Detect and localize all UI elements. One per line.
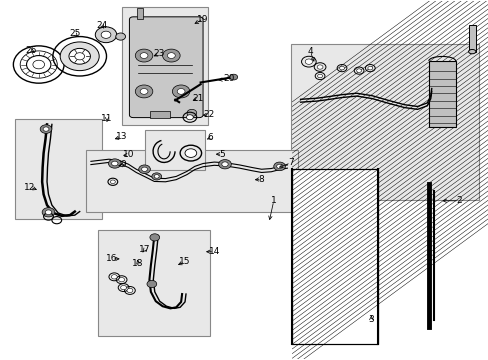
Text: 19: 19 bbox=[197, 15, 208, 24]
Bar bbox=[122, 7, 208, 126]
Circle shape bbox=[69, 48, 90, 64]
Circle shape bbox=[186, 115, 193, 120]
Bar bbox=[292, 168, 377, 344]
Text: 7: 7 bbox=[287, 158, 293, 167]
Text: 23: 23 bbox=[153, 49, 164, 58]
Text: 5: 5 bbox=[219, 150, 225, 159]
Text: 13: 13 bbox=[116, 132, 127, 141]
Text: 15: 15 bbox=[179, 257, 190, 266]
Circle shape bbox=[152, 173, 161, 180]
Text: 25: 25 bbox=[69, 29, 81, 38]
Circle shape bbox=[142, 167, 147, 171]
Text: 21: 21 bbox=[192, 94, 203, 103]
Text: 3: 3 bbox=[367, 315, 373, 324]
Circle shape bbox=[147, 280, 157, 288]
Text: 10: 10 bbox=[122, 150, 134, 159]
Circle shape bbox=[139, 165, 150, 174]
Circle shape bbox=[186, 109, 196, 117]
Circle shape bbox=[135, 85, 153, 98]
Circle shape bbox=[167, 53, 175, 58]
Text: 1: 1 bbox=[270, 196, 276, 205]
Bar bbox=[150, 111, 169, 118]
Circle shape bbox=[101, 31, 111, 39]
Circle shape bbox=[40, 125, 52, 134]
Circle shape bbox=[135, 49, 153, 62]
Text: 11: 11 bbox=[101, 114, 113, 123]
Bar bbox=[15, 119, 102, 220]
Bar bbox=[137, 8, 143, 19]
Bar bbox=[290, 44, 478, 200]
Ellipse shape bbox=[468, 49, 475, 54]
Circle shape bbox=[276, 164, 282, 168]
Bar bbox=[98, 230, 210, 336]
Circle shape bbox=[317, 65, 323, 69]
Circle shape bbox=[162, 49, 180, 62]
Text: 14: 14 bbox=[208, 247, 220, 256]
Circle shape bbox=[184, 149, 196, 157]
Circle shape bbox=[222, 162, 228, 167]
Circle shape bbox=[172, 85, 189, 98]
Text: 17: 17 bbox=[139, 246, 150, 255]
Bar bbox=[428, 61, 455, 127]
Text: 16: 16 bbox=[106, 255, 118, 264]
Bar bbox=[144, 130, 205, 170]
Text: 18: 18 bbox=[132, 259, 143, 268]
Circle shape bbox=[317, 74, 322, 78]
Circle shape bbox=[116, 33, 125, 40]
FancyBboxPatch shape bbox=[129, 17, 203, 118]
Circle shape bbox=[140, 53, 148, 58]
Circle shape bbox=[229, 74, 237, 80]
Circle shape bbox=[339, 66, 344, 70]
Circle shape bbox=[42, 208, 55, 217]
Circle shape bbox=[356, 69, 361, 72]
Text: 22: 22 bbox=[203, 110, 215, 119]
Text: 4: 4 bbox=[307, 47, 312, 56]
Circle shape bbox=[95, 27, 117, 42]
Bar bbox=[468, 25, 475, 51]
Circle shape bbox=[127, 288, 133, 293]
Bar bbox=[292, 168, 377, 344]
Circle shape bbox=[367, 66, 372, 70]
Circle shape bbox=[305, 59, 312, 64]
Circle shape bbox=[273, 162, 285, 171]
Circle shape bbox=[119, 278, 124, 282]
Text: 8: 8 bbox=[258, 175, 264, 184]
Circle shape bbox=[43, 127, 49, 131]
Text: 26: 26 bbox=[25, 46, 37, 55]
Text: 24: 24 bbox=[96, 21, 107, 30]
Circle shape bbox=[111, 161, 118, 166]
Circle shape bbox=[150, 234, 159, 241]
Circle shape bbox=[140, 89, 148, 94]
Circle shape bbox=[218, 159, 231, 169]
Circle shape bbox=[177, 89, 184, 94]
Text: 9: 9 bbox=[121, 161, 126, 170]
Circle shape bbox=[121, 285, 126, 290]
Circle shape bbox=[110, 180, 115, 184]
Circle shape bbox=[108, 159, 121, 168]
Circle shape bbox=[111, 275, 117, 279]
Circle shape bbox=[60, 42, 99, 71]
Text: 20: 20 bbox=[223, 75, 234, 84]
Circle shape bbox=[154, 175, 159, 178]
Bar bbox=[86, 149, 298, 212]
Text: 2: 2 bbox=[455, 196, 461, 205]
Circle shape bbox=[45, 210, 52, 215]
Text: 6: 6 bbox=[207, 133, 213, 142]
Text: 12: 12 bbox=[24, 183, 36, 192]
